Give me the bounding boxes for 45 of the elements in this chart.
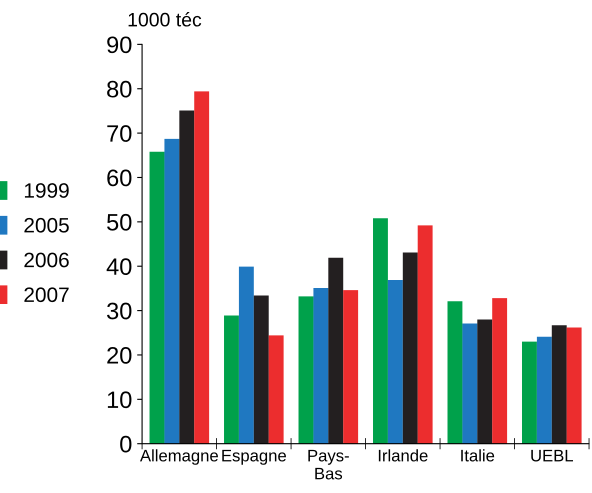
bar xyxy=(268,335,284,444)
y-tick-label: 60 xyxy=(107,170,132,186)
bar xyxy=(522,342,537,444)
bar xyxy=(566,327,582,444)
bar xyxy=(388,280,403,444)
bar xyxy=(179,110,194,444)
y-tick-label: 70 xyxy=(107,125,132,142)
bar xyxy=(402,252,418,444)
bar xyxy=(224,315,239,444)
bar xyxy=(462,323,478,444)
bar xyxy=(313,288,328,444)
bar xyxy=(194,91,210,444)
y-tick-label: 10 xyxy=(108,391,132,408)
bar xyxy=(298,296,314,444)
y-tick-label: 90 xyxy=(107,36,132,54)
x-tick-label: Irlande xyxy=(378,449,428,462)
bar xyxy=(492,298,508,444)
legend-label: 1999 xyxy=(24,183,69,198)
bar xyxy=(328,258,344,444)
x-tick-label: Espagne xyxy=(222,450,286,465)
bar xyxy=(552,325,567,444)
bar xyxy=(238,266,254,444)
x-tick-label: Pays- Bas xyxy=(308,450,349,480)
y-tick-label: 0 xyxy=(120,436,132,452)
x-tick-label: UEBL xyxy=(531,450,574,462)
bar xyxy=(164,138,180,444)
bar xyxy=(477,319,492,444)
bar xyxy=(448,301,462,444)
y-tick-label: 50 xyxy=(107,214,132,231)
bar xyxy=(536,336,552,444)
bar xyxy=(418,225,433,444)
legend-label: 2006 xyxy=(24,252,69,268)
y-tick-label: 40 xyxy=(106,258,132,276)
y-tick-label: 20 xyxy=(107,347,132,364)
bar xyxy=(254,296,269,444)
x-tick-label: Allemagne xyxy=(140,449,218,465)
bar xyxy=(373,218,388,444)
y-tick-label: 80 xyxy=(107,80,132,98)
x-tick-label: Italie xyxy=(461,449,494,462)
legend-label: 2007 xyxy=(24,287,69,302)
bar xyxy=(343,290,358,444)
legend-label: 2005 xyxy=(24,218,69,233)
bar xyxy=(150,152,164,444)
y-tick-label: 30 xyxy=(107,302,132,320)
y-axis-title: 1000 téc xyxy=(128,12,202,27)
